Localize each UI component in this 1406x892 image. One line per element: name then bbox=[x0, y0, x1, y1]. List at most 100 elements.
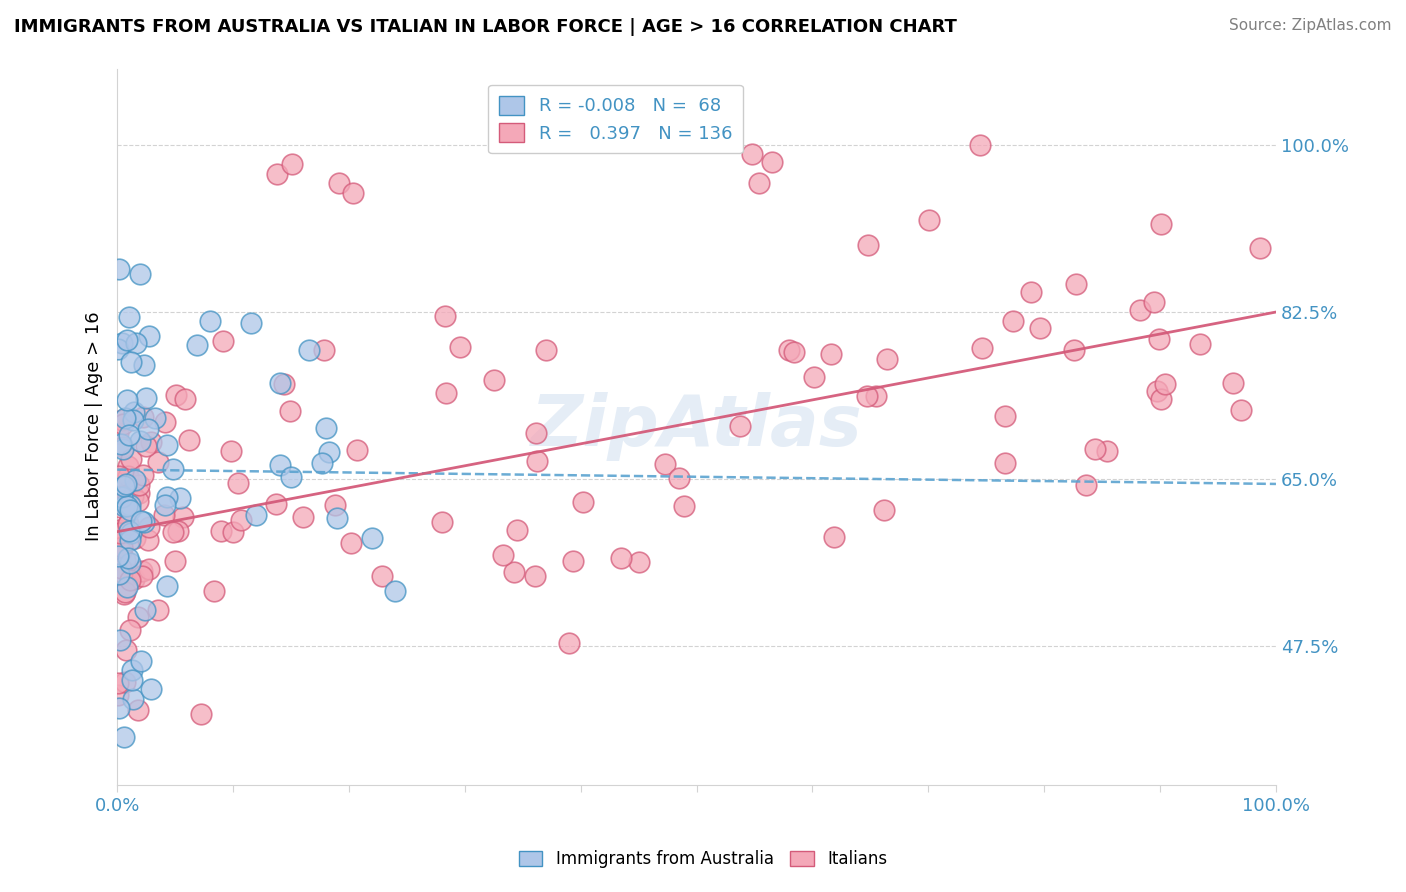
Point bbox=[129, 434, 152, 449]
Point bbox=[346, 443, 368, 458]
Point bbox=[782, 345, 804, 359]
Point bbox=[114, 675, 136, 690]
Point bbox=[111, 540, 134, 554]
Point bbox=[229, 513, 252, 527]
Point bbox=[153, 508, 176, 522]
Point bbox=[245, 508, 267, 522]
Point bbox=[120, 452, 142, 467]
Point bbox=[115, 581, 138, 595]
Point bbox=[856, 388, 879, 402]
Point bbox=[1143, 294, 1166, 309]
Point bbox=[108, 500, 131, 514]
Point bbox=[761, 154, 783, 169]
Point bbox=[1129, 303, 1152, 318]
Point bbox=[153, 415, 176, 429]
Point bbox=[340, 536, 363, 550]
Point bbox=[239, 316, 262, 330]
Point bbox=[728, 419, 751, 434]
Text: ZipAtlas: ZipAtlas bbox=[530, 392, 862, 461]
Point bbox=[492, 548, 515, 562]
Point bbox=[112, 500, 135, 514]
Legend: R = -0.008   N =  68, R =   0.397   N = 136: R = -0.008 N = 68, R = 0.397 N = 136 bbox=[488, 85, 742, 153]
Point bbox=[132, 410, 155, 425]
Point bbox=[823, 530, 845, 544]
Point bbox=[1001, 314, 1024, 328]
Point bbox=[1149, 332, 1171, 346]
Point bbox=[112, 587, 135, 601]
Point bbox=[107, 529, 129, 543]
Point bbox=[141, 434, 163, 449]
Point bbox=[107, 676, 129, 690]
Point bbox=[172, 510, 194, 524]
Point bbox=[108, 525, 131, 540]
Point bbox=[118, 503, 141, 517]
Point bbox=[156, 490, 179, 504]
Point bbox=[153, 498, 176, 512]
Point bbox=[1154, 376, 1177, 391]
Point bbox=[449, 340, 471, 354]
Point bbox=[526, 453, 548, 467]
Point bbox=[108, 523, 131, 537]
Point bbox=[127, 494, 149, 508]
Point bbox=[994, 456, 1017, 470]
Point bbox=[328, 176, 350, 190]
Point bbox=[120, 354, 142, 368]
Point bbox=[132, 358, 155, 372]
Point bbox=[162, 525, 184, 540]
Point bbox=[778, 343, 800, 357]
Point bbox=[132, 467, 155, 482]
Point bbox=[136, 422, 159, 436]
Point bbox=[125, 335, 148, 350]
Point bbox=[209, 524, 232, 538]
Point bbox=[114, 585, 136, 599]
Point bbox=[654, 457, 676, 471]
Point bbox=[1021, 285, 1043, 299]
Point bbox=[1188, 337, 1211, 351]
Point bbox=[118, 573, 141, 587]
Point bbox=[186, 338, 208, 352]
Point bbox=[129, 654, 152, 668]
Point bbox=[118, 498, 141, 512]
Point bbox=[876, 352, 898, 367]
Point bbox=[342, 186, 364, 200]
Point bbox=[312, 343, 335, 357]
Text: Source: ZipAtlas.com: Source: ZipAtlas.com bbox=[1229, 18, 1392, 33]
Point bbox=[741, 147, 763, 161]
Point bbox=[482, 373, 505, 387]
Point bbox=[1222, 376, 1244, 391]
Point bbox=[803, 370, 825, 384]
Point bbox=[1084, 442, 1107, 457]
Point bbox=[112, 417, 135, 431]
Point bbox=[627, 555, 650, 569]
Point bbox=[219, 444, 242, 458]
Point bbox=[434, 386, 457, 401]
Point bbox=[138, 562, 160, 576]
Point bbox=[132, 515, 155, 529]
Point bbox=[114, 553, 136, 567]
Point bbox=[280, 470, 302, 484]
Point bbox=[430, 515, 453, 529]
Point bbox=[124, 531, 146, 545]
Point bbox=[280, 403, 302, 417]
Point bbox=[135, 439, 157, 453]
Point bbox=[124, 473, 146, 487]
Point bbox=[111, 490, 134, 504]
Point bbox=[361, 531, 384, 545]
Point bbox=[562, 554, 585, 568]
Y-axis label: In Labor Force | Age > 16: In Labor Force | Age > 16 bbox=[86, 312, 103, 541]
Point bbox=[970, 341, 993, 355]
Point bbox=[873, 503, 896, 517]
Point bbox=[165, 554, 187, 568]
Point bbox=[311, 456, 333, 470]
Point bbox=[134, 603, 156, 617]
Point bbox=[326, 511, 349, 525]
Point bbox=[506, 523, 529, 537]
Point bbox=[118, 623, 141, 637]
Point bbox=[226, 475, 249, 490]
Point bbox=[117, 468, 139, 483]
Point bbox=[534, 343, 557, 357]
Point bbox=[110, 436, 132, 450]
Point bbox=[107, 701, 129, 715]
Point bbox=[865, 388, 887, 402]
Point bbox=[121, 663, 143, 677]
